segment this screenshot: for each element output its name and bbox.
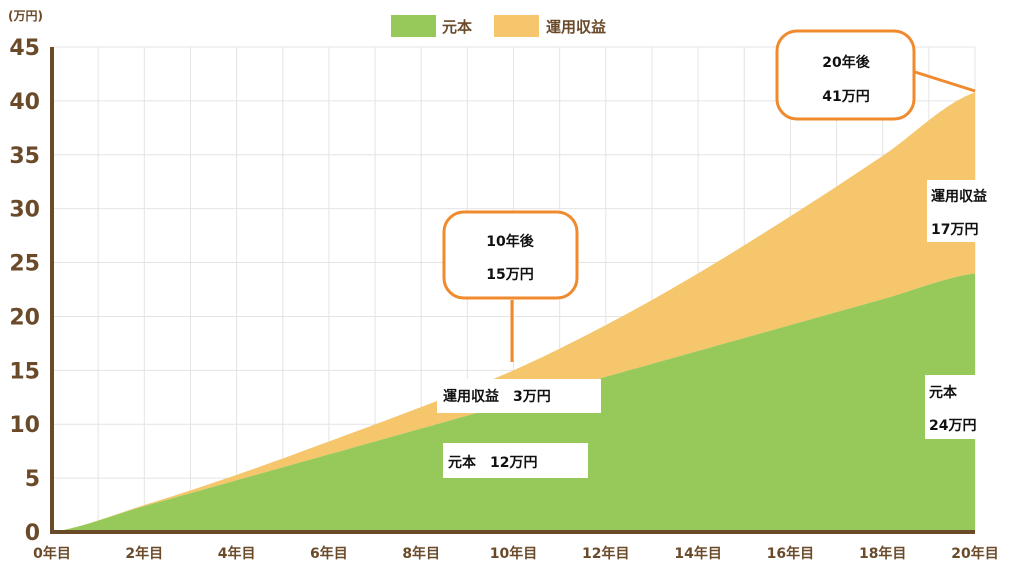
annotation-bg [437,379,601,413]
x-tick-label: 12年目 [582,545,629,562]
mid-principal-label: 元本 12万円 [448,454,537,471]
y-tick-labels: 0 5 10 15 20 25 30 35 40 45 [9,36,40,546]
y-tick-label: 25 [9,252,40,277]
x-tick-label: 6年目 [310,545,348,562]
y-tick-label: 30 [9,198,40,223]
mid-return-annotation: 運用収益 3万円 [437,379,601,413]
y-tick-label: 0 [25,521,40,546]
callout-20-line2: 41万円 [822,89,869,105]
legend-label-元本: 元本 [442,18,472,36]
callout-10-line2: 15万円 [486,267,533,283]
x-tick-label: 10年目 [490,545,537,562]
legend-swatch-元本 [391,15,436,37]
annotation-bg [443,443,588,478]
x-tick-label: 2年目 [125,545,163,562]
mid-return-label: 運用収益 3万円 [443,388,551,405]
x-tick-label: 18年目 [859,545,906,562]
callout-box [775,29,916,121]
callout-10-line1: 10年後 [486,233,534,250]
end-return-label-line1: 運用収益 [931,188,987,205]
end-principal-label-line2: 24万円 [929,418,976,434]
end-principal-annotation: 元本 24万円 [925,375,991,439]
callout-10-years: 10年後 15万円 [442,210,579,362]
y-tick-label: 40 [9,90,40,115]
y-tick-label: 5 [25,467,40,492]
y-tick-label: 45 [9,36,40,61]
x-tick-label: 4年目 [218,545,256,562]
series-area-運用収益 [52,92,975,533]
legend: 元本 運用収益 [391,15,606,37]
end-return-label-line2: 17万円 [931,222,978,238]
y-tick-label: 10 [9,413,40,438]
x-tick-label: 20年目 [951,545,998,562]
callout-20-years: 20年後 41万円 [775,29,976,121]
y-tick-label: 20 [9,305,40,330]
y-tick-label: 35 [9,144,40,169]
x-tick-label: 16年目 [767,545,814,562]
callout-20-line1: 20年後 [822,54,870,71]
x-tick-label: 8年目 [402,545,440,562]
x-tick-labels: 0年目 2年目 4年目 6年目 8年目 10年目 12年目 14年目 16年目 18年目 20年目 [33,545,999,562]
callout-box [442,210,579,300]
legend-label-運用収益: 運用収益 [546,18,606,36]
y-unit-label: (万円) [8,9,43,23]
end-return-annotation: 運用収益 17万円 [927,180,993,242]
annotation-bg [927,180,993,242]
y-tick-label: 15 [9,359,40,384]
mid-principal-annotation: 元本 12万円 [443,443,588,478]
legend-swatch-運用収益 [494,15,539,37]
x-tick-label: 14年目 [674,545,721,562]
callout-pointer [914,70,976,93]
annotation-bg [925,375,991,439]
x-tick-label: 0年目 [33,545,71,562]
end-principal-label-line1: 元本 [929,384,958,401]
